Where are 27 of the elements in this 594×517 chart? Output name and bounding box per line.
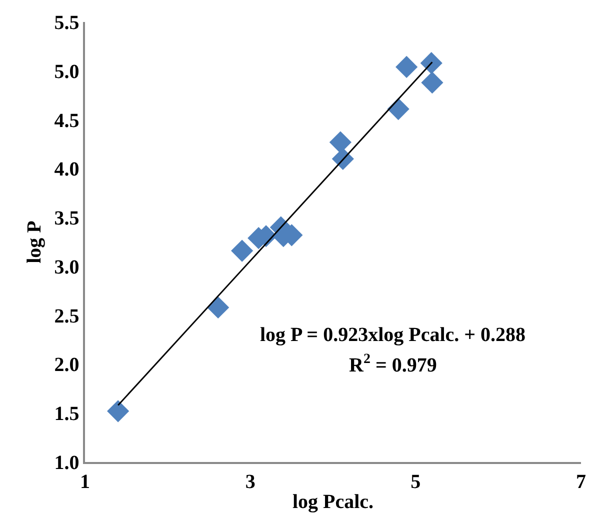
y-tick-label: 3.0 xyxy=(54,256,80,278)
point xyxy=(231,240,254,262)
x-tick-label: 5 xyxy=(410,470,421,493)
point xyxy=(107,400,130,422)
point xyxy=(396,56,418,78)
point xyxy=(420,52,442,74)
point xyxy=(421,72,444,94)
y-tick-label: 2.5 xyxy=(54,305,80,328)
y-tick-label: 2.0 xyxy=(54,354,80,376)
annotation: log P = 0.923xlog Pcalc. + 0.288 xyxy=(260,324,526,346)
x-tick-label: 3 xyxy=(245,470,256,493)
y-tick-label: 1.0 xyxy=(54,452,80,474)
point xyxy=(332,148,354,170)
x-tick-label: 7 xyxy=(576,470,586,493)
y-tick-label: 5.5 xyxy=(54,12,80,34)
y-axis-title: log P xyxy=(23,220,46,264)
y-tick-label: 1.5 xyxy=(54,403,80,426)
y-tick-label: 5.0 xyxy=(54,60,80,83)
annotation: R$^{2}$ = 0.979 xyxy=(349,352,437,376)
point xyxy=(387,98,410,120)
point xyxy=(329,131,352,154)
x-axis-title: log Pcalc. xyxy=(292,490,374,513)
y-tick-label: 3.5 xyxy=(54,208,80,230)
y-tick-label: 4.0 xyxy=(54,158,80,181)
point xyxy=(207,296,230,319)
y-tick-label: 4.5 xyxy=(54,110,80,132)
x-tick-label: 1 xyxy=(80,470,90,493)
